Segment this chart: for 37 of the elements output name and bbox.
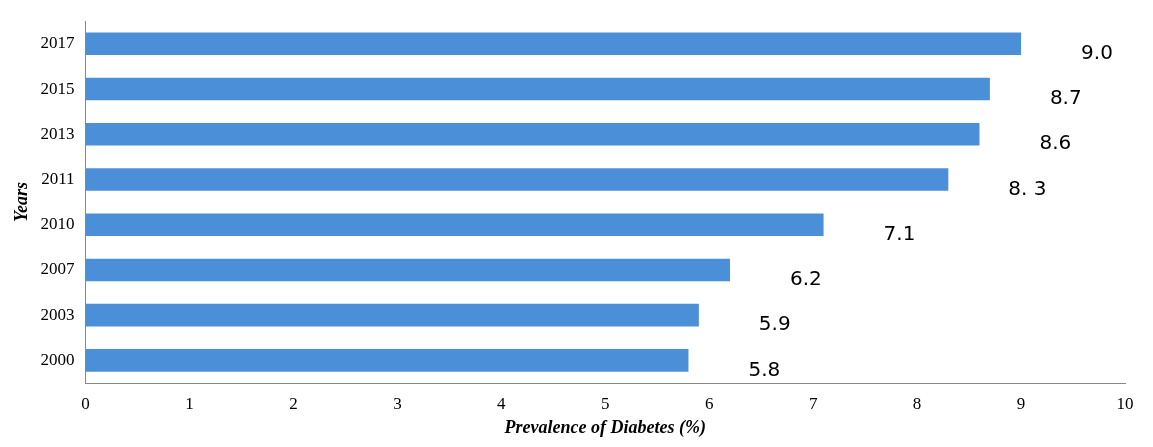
y-tick-label: 2011 (41, 168, 75, 188)
y-tick-label: 2010 (40, 214, 75, 234)
data-label: 8. 3 (1008, 175, 1047, 200)
y-tick-label: 2015 (40, 78, 75, 98)
x-tick-label: 5 (601, 393, 610, 413)
x-tick-label: 3 (393, 393, 402, 413)
bar (85, 32, 1022, 56)
data-label: 5.8 (748, 356, 781, 381)
y-tick-label: 2013 (40, 123, 75, 143)
data-label: 5.9 (758, 311, 791, 336)
bar (85, 168, 949, 191)
x-tick-label: 4 (497, 393, 507, 413)
bar (85, 258, 731, 282)
data-label: 8.7 (1049, 85, 1082, 110)
data-label: 8.6 (1039, 130, 1072, 155)
y-tick-label: 2000 (40, 349, 75, 369)
data-label: 9.0 (1081, 40, 1113, 65)
x-tick-label: 0 (81, 393, 90, 413)
bar (85, 213, 824, 237)
x-tick-label: 6 (704, 393, 714, 413)
x-tick-label: 10 (1116, 393, 1134, 413)
x-tick-label: 9 (1016, 393, 1026, 413)
data-label: 7.1 (883, 220, 916, 245)
x-axis-title: Prevalence of Diabetes (%) (503, 416, 707, 438)
bar (85, 303, 699, 327)
x-tick-label: 1 (185, 393, 194, 413)
y-tick-label: 2007 (40, 259, 76, 279)
y-tick-label: 2017 (40, 33, 76, 53)
x-tick-label: 7 (808, 393, 818, 413)
y-tick-label: 2003 (40, 304, 75, 324)
x-tick-label: 2 (289, 393, 298, 413)
bar (85, 77, 990, 101)
data-label: 6.2 (790, 266, 822, 291)
x-tick-label: 8 (912, 393, 922, 413)
bar (85, 349, 689, 372)
bar (85, 122, 980, 146)
y-axis-title: Years (11, 182, 32, 223)
